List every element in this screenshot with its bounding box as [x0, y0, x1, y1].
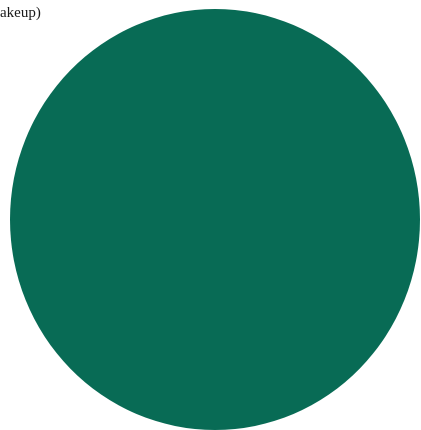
- clipped-caption-text: akeup): [0, 5, 41, 21]
- green-circle: [10, 9, 420, 430]
